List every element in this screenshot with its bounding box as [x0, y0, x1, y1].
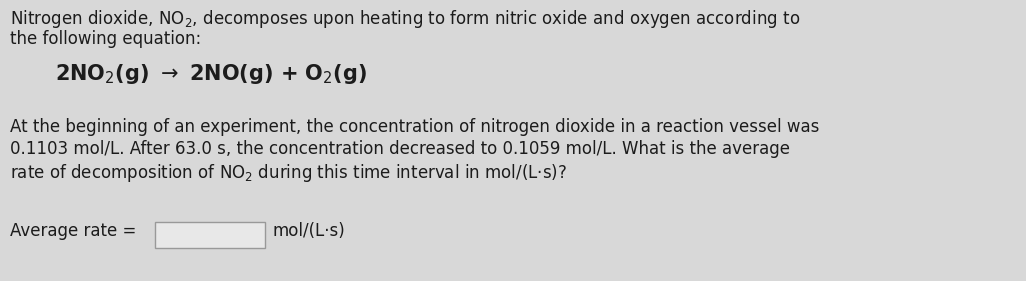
Text: At the beginning of an experiment, the concentration of nitrogen dioxide in a re: At the beginning of an experiment, the c… — [10, 118, 820, 136]
Text: Nitrogen dioxide, NO$_2$, decomposes upon heating to form nitric oxide and oxyge: Nitrogen dioxide, NO$_2$, decomposes upo… — [10, 8, 800, 30]
Text: 2NO$_2$(g) $\rightarrow$ 2NO(g) + O$_2$(g): 2NO$_2$(g) $\rightarrow$ 2NO(g) + O$_2$(… — [55, 62, 367, 86]
Text: the following equation:: the following equation: — [10, 30, 201, 48]
Text: 0.1103 mol/L. After 63.0 s, the concentration decreased to 0.1059 mol/L. What is: 0.1103 mol/L. After 63.0 s, the concentr… — [10, 140, 790, 158]
Text: Average rate =: Average rate = — [10, 222, 142, 240]
Text: rate of decomposition of NO$_2$ during this time interval in mol/(L·s)?: rate of decomposition of NO$_2$ during t… — [10, 162, 567, 184]
FancyBboxPatch shape — [155, 222, 265, 248]
Text: mol/(L·s): mol/(L·s) — [273, 222, 346, 240]
